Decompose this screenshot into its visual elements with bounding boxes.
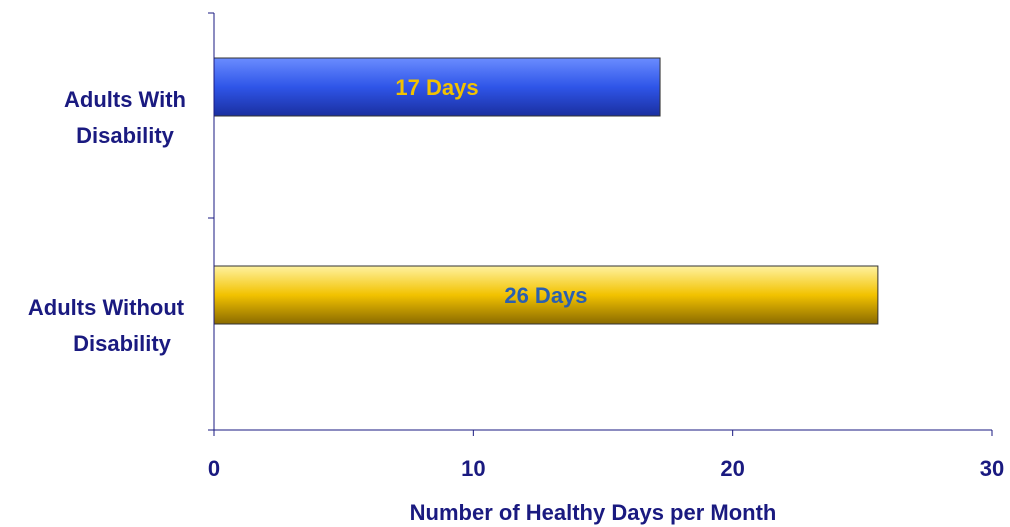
category-label-with-line1: Adults With (64, 87, 186, 112)
bars-layer (213, 57, 879, 325)
category-label-with-line2: Disability (76, 123, 175, 148)
category-label-without-line2: Disability (73, 331, 172, 356)
bar-adults-without-disability (213, 265, 879, 325)
x-tick-label-0: 0 (208, 456, 220, 481)
x-axis: 0 10 20 30 (208, 429, 1004, 481)
x-tick-label-30: 30 (980, 456, 1004, 481)
category-labels: Adults With Disability Adults Without Di… (28, 87, 186, 356)
category-label-without-line1: Adults Without (28, 295, 185, 320)
y-axis (208, 12, 215, 431)
data-label-adults-without-disability: 26 Days (504, 283, 587, 308)
data-label-adults-with-disability: 17 Days (395, 75, 478, 100)
x-tick-label-20: 20 (720, 456, 744, 481)
x-tick-label-10: 10 (461, 456, 485, 481)
x-axis-title: Number of Healthy Days per Month (410, 500, 777, 525)
data-labels-layer: 17 Days 26 Days (395, 75, 587, 308)
bar-adults-with-disability (213, 57, 661, 117)
